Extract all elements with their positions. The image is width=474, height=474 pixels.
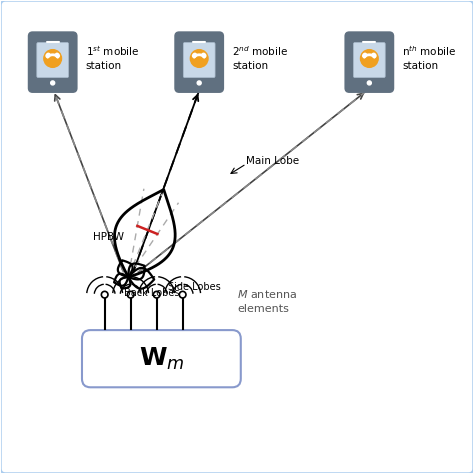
- Circle shape: [367, 81, 371, 85]
- FancyBboxPatch shape: [183, 43, 215, 78]
- Text: 1$^{st}$ mobile
station: 1$^{st}$ mobile station: [86, 44, 139, 71]
- Circle shape: [361, 50, 378, 67]
- Text: Side Lobes: Side Lobes: [168, 282, 221, 292]
- Text: 2$^{nd}$ mobile
station: 2$^{nd}$ mobile station: [232, 44, 289, 71]
- Circle shape: [101, 292, 108, 298]
- Circle shape: [44, 50, 62, 67]
- Text: $M$ antenna
elements: $M$ antenna elements: [237, 288, 297, 314]
- Circle shape: [197, 81, 201, 85]
- Circle shape: [179, 292, 186, 298]
- Circle shape: [154, 292, 160, 298]
- Text: n$^{th}$ mobile
station: n$^{th}$ mobile station: [402, 44, 457, 71]
- FancyBboxPatch shape: [29, 32, 76, 92]
- FancyBboxPatch shape: [82, 330, 241, 387]
- FancyBboxPatch shape: [37, 43, 69, 78]
- Text: Main Lobe: Main Lobe: [246, 156, 300, 166]
- Text: W$_{m}$: W$_{m}$: [138, 346, 184, 372]
- FancyBboxPatch shape: [346, 32, 393, 92]
- Text: Back Lobes: Back Lobes: [124, 289, 179, 299]
- Circle shape: [191, 50, 208, 67]
- FancyBboxPatch shape: [354, 43, 385, 78]
- Circle shape: [51, 81, 55, 85]
- Text: HPBW: HPBW: [93, 232, 124, 242]
- Circle shape: [128, 292, 134, 298]
- FancyBboxPatch shape: [175, 32, 223, 92]
